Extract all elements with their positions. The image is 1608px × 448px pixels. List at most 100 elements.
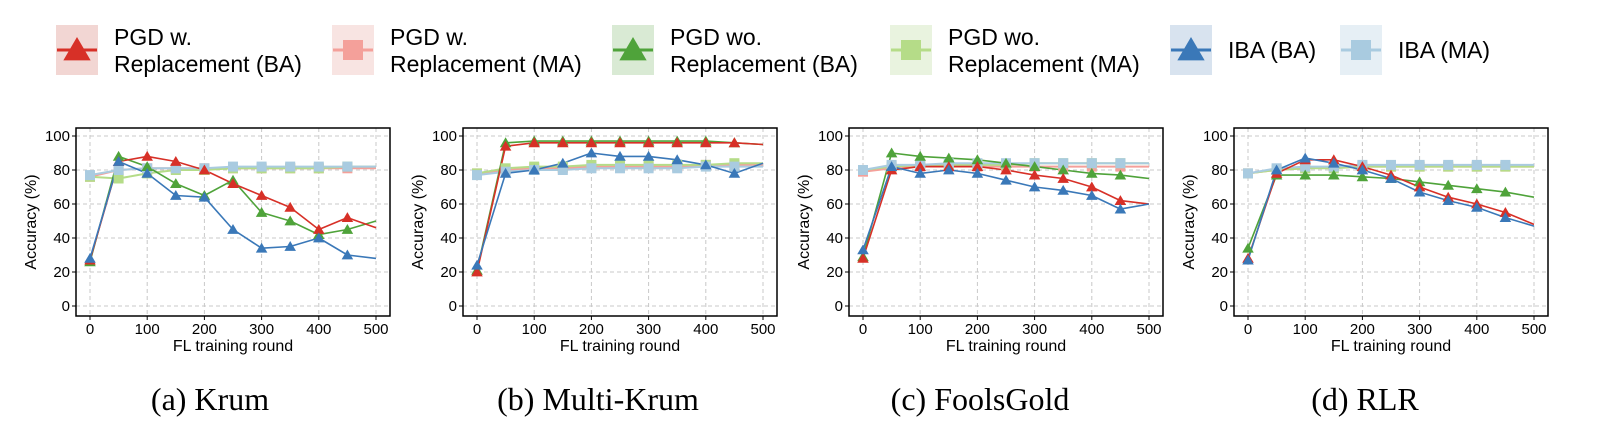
data-point-pgd_w_ba bbox=[971, 161, 984, 171]
data-point-pgd_w_ba bbox=[471, 266, 483, 277]
data-point-iba_ma bbox=[1386, 159, 1396, 170]
data-point-iba_ba bbox=[1299, 152, 1311, 163]
data-point-iba_ba bbox=[700, 159, 712, 170]
data-point-iba_ba bbox=[141, 167, 153, 178]
x-tick-label: 200 bbox=[1350, 321, 1375, 338]
y-tick-label: 60 bbox=[826, 196, 843, 213]
plot-frame bbox=[462, 127, 778, 317]
legend-label: IBA (MA) bbox=[1398, 37, 1490, 63]
data-point-iba_ma bbox=[858, 165, 868, 175]
x-tick-label: 500 bbox=[1521, 321, 1546, 338]
data-point-iba_ma bbox=[1115, 158, 1126, 169]
data-point-iba_ba bbox=[1413, 186, 1426, 197]
data-point-iba_ba bbox=[1385, 173, 1397, 183]
data-point-pgd_w_ba bbox=[1028, 169, 1041, 180]
data-point-iba_ba bbox=[1028, 181, 1041, 192]
data-point-iba_ba bbox=[255, 242, 268, 253]
y-tick-label: 80 bbox=[53, 162, 70, 179]
legend-square-marker bbox=[1351, 40, 1371, 60]
y-tick-label: 40 bbox=[826, 230, 843, 247]
legend-label: IBA (BA) bbox=[1228, 37, 1316, 63]
y-tick-label: 80 bbox=[826, 162, 843, 179]
x-axis-title: FL training round bbox=[173, 338, 293, 355]
data-point-pgd_wo_ba bbox=[1057, 164, 1069, 175]
data-point-pgd_w_ba bbox=[284, 201, 296, 212]
data-point-pgd_w_ba bbox=[499, 140, 512, 151]
x-tick-label: 300 bbox=[1407, 321, 1432, 338]
data-point-pgd_wo_ba bbox=[255, 207, 268, 217]
legend-square-marker bbox=[343, 40, 363, 60]
y-tick-label: 100 bbox=[1203, 128, 1228, 145]
data-point-pgd_wo_ba bbox=[141, 161, 153, 171]
data-point-iba_ba bbox=[971, 167, 984, 178]
y-tick-label: 40 bbox=[440, 230, 457, 247]
legend-label: Replacement (MA) bbox=[390, 51, 582, 77]
legend-triangle-marker bbox=[63, 37, 91, 61]
data-point-iba_ba bbox=[914, 167, 926, 178]
legend-label: PGD w. bbox=[390, 24, 468, 50]
x-tick-label: 100 bbox=[1293, 321, 1318, 338]
x-tick-label: 500 bbox=[1136, 321, 1161, 338]
data-point-pgd_wo_ba bbox=[1299, 169, 1311, 180]
x-tick-label: 500 bbox=[363, 321, 388, 338]
data-point-pgd_w_ba bbox=[700, 137, 712, 148]
data-point-pgd_wo_ba bbox=[1356, 171, 1369, 182]
data-point-iba_ba bbox=[1242, 254, 1254, 265]
data-point-pgd_wo_ba bbox=[971, 154, 984, 165]
x-tick-label: 100 bbox=[908, 321, 933, 338]
y-tick-label: 40 bbox=[53, 230, 70, 247]
legend-item-pgd_wo_ba: PGD wo.Replacement (BA) bbox=[612, 24, 858, 77]
data-point-iba_ma bbox=[85, 170, 95, 181]
data-point-iba_ba bbox=[614, 150, 626, 161]
legend-item-pgd_w_ba: PGD w.Replacement (BA) bbox=[56, 24, 302, 77]
data-point-pgd_w_ba bbox=[170, 156, 182, 166]
y-tick-label: 20 bbox=[826, 264, 843, 281]
data-point-pgd_w_ba bbox=[313, 224, 325, 234]
data-point-pgd_w_ba bbox=[255, 190, 268, 200]
data-point-iba_ma bbox=[672, 163, 683, 174]
data-point-pgd_wo_ba bbox=[1442, 179, 1454, 190]
data-point-pgd_w_ba bbox=[198, 164, 211, 175]
y-axis-title: Accuracy (%) bbox=[796, 174, 813, 269]
legend-item-pgd_w_ma: PGD w.Replacement (MA) bbox=[332, 24, 582, 77]
x-tick-label: 400 bbox=[1464, 321, 1489, 338]
data-point-iba_ma bbox=[1086, 158, 1097, 169]
data-point-iba_ba bbox=[84, 252, 96, 263]
data-point-pgd_w_ba bbox=[857, 252, 869, 263]
data-point-iba_ba bbox=[112, 156, 125, 166]
series-line-pgd_wo_ba bbox=[1247, 174, 1535, 249]
y-tick-label: 100 bbox=[818, 128, 843, 145]
data-point-iba_ma bbox=[1443, 159, 1454, 170]
data-point-iba_ba bbox=[1086, 190, 1098, 200]
data-point-iba_ma bbox=[342, 161, 353, 172]
y-axis-title: Accuracy (%) bbox=[410, 174, 427, 269]
x-axis-title: FL training round bbox=[560, 338, 680, 355]
x-tick-label: 300 bbox=[1022, 321, 1047, 338]
y-tick-label: 100 bbox=[432, 128, 457, 145]
data-point-iba_ma bbox=[1414, 159, 1425, 170]
chart-panels: 0 20 40 60 80 100 0 100 200 300 400 500 FL training … bbox=[23, 127, 1549, 417]
data-point-pgd_wo_ba bbox=[341, 224, 354, 234]
data-point-iba_ba bbox=[857, 244, 869, 255]
x-tick-label: 0 bbox=[859, 321, 867, 338]
x-tick-label: 100 bbox=[135, 321, 160, 338]
data-point-iba_ba bbox=[471, 259, 483, 270]
data-point-pgd_w_ba bbox=[728, 137, 741, 148]
data-point-pgd_wo_ba bbox=[885, 147, 898, 158]
data-point-pgd_wo_ba bbox=[1086, 167, 1098, 178]
data-point-iba_ba bbox=[170, 190, 182, 200]
data-point-pgd_wo_ba bbox=[1328, 169, 1340, 180]
x-tick-label: 0 bbox=[1244, 321, 1252, 338]
data-point-iba_ba bbox=[1057, 184, 1069, 195]
x-tick-label: 300 bbox=[636, 321, 661, 338]
data-point-iba_ba bbox=[671, 154, 683, 165]
y-axis-title: Accuracy (%) bbox=[23, 174, 40, 269]
data-point-iba_ba bbox=[284, 241, 296, 251]
data-point-iba_ma bbox=[313, 161, 324, 172]
data-point-iba_ba bbox=[227, 224, 239, 234]
legend-item-iba_ma: IBA (MA) bbox=[1340, 25, 1490, 75]
y-tick-label: 80 bbox=[440, 162, 457, 179]
grid bbox=[76, 128, 390, 316]
data-point-iba_ba bbox=[1356, 164, 1369, 175]
